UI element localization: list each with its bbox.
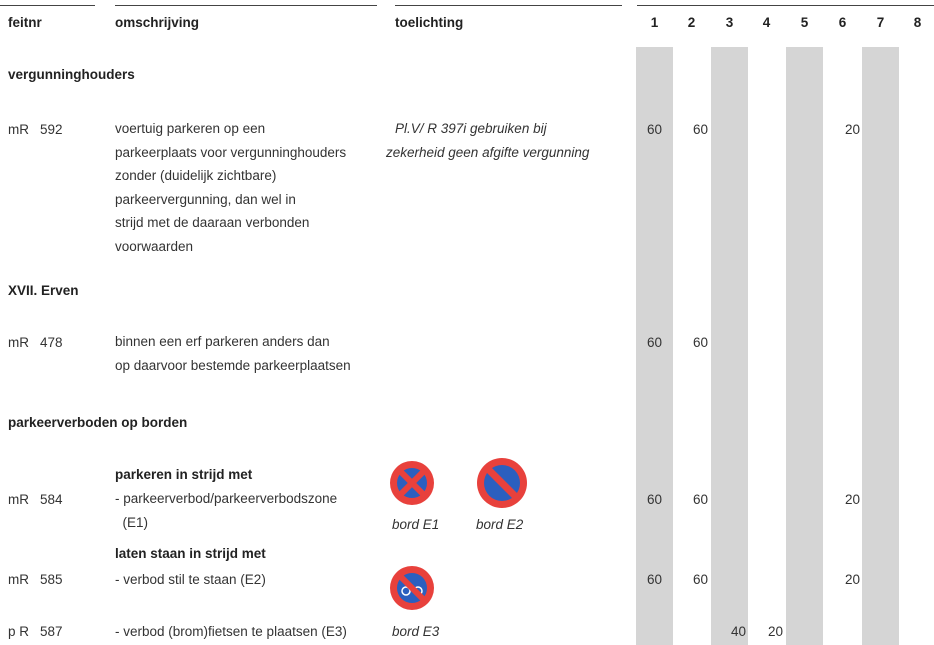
- row-584-prefix: mR: [8, 492, 29, 507]
- sign-e1-label: bord E1: [392, 517, 440, 532]
- row-478-prefix: mR: [8, 335, 29, 350]
- header-rule-toelichting: [395, 5, 622, 6]
- row-592-desc-line: voertuig parkeren op een: [115, 121, 266, 136]
- row-592-note-line: zekerheid geen afgifte vergunning: [386, 144, 590, 160]
- header-col-4: 4: [762, 15, 771, 30]
- row-478-description: binnen een erf parkeren anders dan op da…: [115, 330, 351, 377]
- row-587-description: - verbod (brom)fietsen te plaatsen (E3): [115, 624, 347, 639]
- row-478-col-1: 60: [646, 335, 663, 350]
- row-585-description: - verbod stil te staan (E2): [115, 572, 266, 587]
- row-585-col-2: 60: [692, 572, 709, 587]
- no-bicycle-parking-sign-icon: [390, 566, 434, 610]
- row-587-col-3: 40: [730, 624, 747, 639]
- row-585-col-1: 60: [646, 572, 663, 587]
- row-592-note: Pl.V/ R 397i gebruiken bij zekerheid gee…: [386, 117, 589, 164]
- row-592-description: voertuig parkeren op een parkeerplaats v…: [115, 117, 346, 258]
- section-heading-vergunninghouders: vergunninghouders: [8, 67, 135, 82]
- row-592-col-6: 20: [844, 122, 861, 137]
- header-col-3: 3: [725, 15, 734, 30]
- column-5-shade: [786, 47, 823, 645]
- row-584-col-1: 60: [646, 492, 663, 507]
- header-col-1: 1: [650, 15, 659, 30]
- header-toelichting: toelichting: [395, 15, 464, 30]
- row-584-code: 584: [40, 492, 63, 507]
- row-478-desc-line: op daarvoor bestemde parkeerplaatsen: [115, 357, 351, 373]
- header-rule-columns: [637, 5, 934, 6]
- no-parking-sign-icon: [390, 461, 434, 505]
- row-592-desc-line: strijd met de daaraan verbonden: [115, 215, 310, 230]
- row-592-desc-line: parkeervergunning, dan wel in: [115, 191, 296, 207]
- row-592-prefix: mR: [8, 122, 29, 137]
- row-585-code: 585: [40, 572, 63, 587]
- sign-e3-wheel-left: [401, 586, 411, 596]
- row-592-col-1: 60: [646, 122, 663, 137]
- row-587-code: 587: [40, 624, 63, 639]
- row-478-desc-line: binnen een erf parkeren anders dan: [115, 334, 330, 349]
- row-592-desc-line: zonder (duidelijk zichtbare): [115, 168, 277, 183]
- row-584-desc-line: - parkeerverbod/parkeerverbodszone: [115, 491, 338, 506]
- row-592-col-2: 60: [692, 122, 709, 137]
- header-col-2: 2: [687, 15, 696, 30]
- row-584-description: - parkeerverbod/parkeerverbodszone (E1): [115, 487, 337, 534]
- row-584-col-2: 60: [692, 492, 709, 507]
- row-584-col-6: 20: [844, 492, 861, 507]
- row-584-desc-line: (E1): [115, 514, 149, 530]
- column-3-shade: [711, 47, 748, 645]
- header-feitnr: feitnr: [8, 15, 42, 30]
- row-592-desc-line: parkeerplaats voor vergunninghouders: [115, 144, 347, 160]
- sign-e3-label: bord E3: [392, 624, 440, 639]
- row-478-code: 478: [40, 335, 63, 350]
- sign-e1-bar-b: [396, 467, 428, 499]
- row-587-prefix: p R: [8, 624, 30, 639]
- header-col-5: 5: [800, 15, 809, 30]
- subheading-laten-staan: laten staan in strijd met: [115, 546, 266, 561]
- row-478-col-2: 60: [692, 335, 709, 350]
- subheading-parkeren: parkeren in strijd met: [115, 467, 253, 482]
- header-rule-omschrijving: [115, 5, 377, 6]
- header-omschrijving: omschrijving: [115, 15, 200, 30]
- column-1-shade: [636, 47, 673, 645]
- no-stopping-sign-icon: [477, 458, 527, 508]
- sign-e2-bar: [484, 465, 520, 501]
- row-587-col-4: 20: [767, 624, 784, 639]
- row-585-col-6: 20: [844, 572, 861, 587]
- row-592-desc-line: voorwaarden: [115, 238, 194, 254]
- row-592-code: 592: [40, 122, 63, 137]
- header-rule-feitnr: [0, 5, 95, 6]
- sign-e2-label: bord E2: [476, 517, 524, 532]
- column-7-shade: [862, 47, 899, 645]
- header-col-7: 7: [876, 15, 885, 30]
- section-heading-erven: XVII. Erven: [8, 283, 79, 298]
- row-592-note-line: Pl.V/ R 397i gebruiken bij: [395, 121, 547, 136]
- header-col-6: 6: [838, 15, 847, 30]
- row-585-prefix: mR: [8, 572, 29, 587]
- section-heading-parkeerverboden: parkeerverboden op borden: [8, 415, 188, 430]
- sign-e3-bar: [396, 572, 428, 604]
- header-col-8: 8: [913, 15, 922, 30]
